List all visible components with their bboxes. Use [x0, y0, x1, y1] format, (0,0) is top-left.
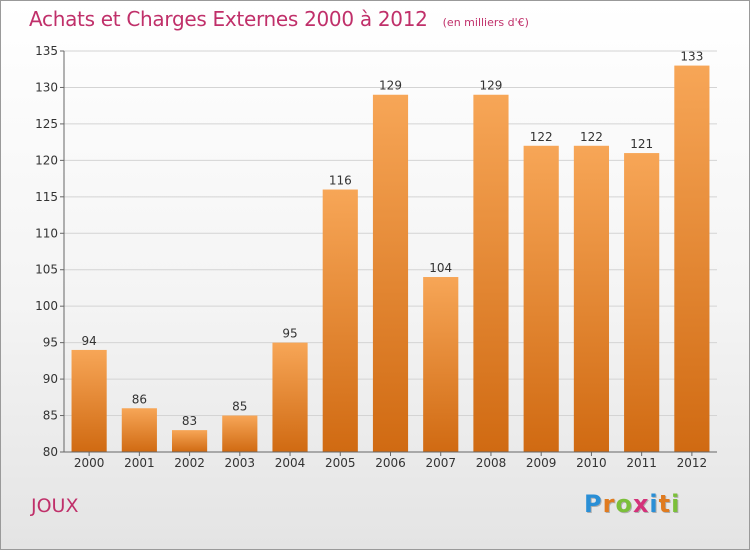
x-tick-label: 2010 [576, 456, 607, 470]
data-label: 129 [379, 79, 402, 93]
logo-letter: r [602, 490, 616, 518]
logo-letter: x [632, 490, 650, 518]
axes: 80 85 90 95 100 105 110 115 120 125 130 135 2000 2001… [35, 44, 717, 470]
data-label: 121 [630, 137, 653, 151]
bar [272, 342, 308, 452]
title-row: Achats et Charges Externes 2000 à 2012 (… [29, 7, 529, 31]
data-label: 95 [282, 327, 297, 341]
y-tick-label: 120 [35, 153, 58, 167]
y-tick-label: 105 [35, 263, 58, 277]
commune-name: JOUX [31, 495, 79, 517]
data-label: 94 [81, 334, 96, 348]
chart-unit: (en milliers d'€) [442, 16, 529, 29]
data-label: 116 [329, 174, 352, 188]
bar [573, 145, 610, 453]
y-tick-label: 90 [43, 372, 58, 386]
bar [372, 94, 409, 452]
bar [322, 189, 358, 452]
x-tick-label: 2007 [425, 456, 456, 470]
data-label: 122 [580, 130, 603, 144]
x-tick-label: 2003 [225, 456, 256, 470]
y-tick-label: 85 [43, 409, 58, 423]
bars [71, 65, 710, 453]
x-tick-label: 2000 [74, 456, 105, 470]
x-tick-label: 2002 [174, 456, 205, 470]
bar [624, 153, 660, 452]
data-label: 86 [132, 392, 147, 406]
y-tick-label: 100 [35, 299, 58, 313]
y-tick-label: 95 [43, 336, 58, 350]
y-tick-label: 130 [35, 80, 58, 94]
y-tick-label: 135 [35, 44, 58, 58]
x-tick-label: 2001 [124, 456, 155, 470]
bar [473, 94, 509, 452]
data-label: 122 [530, 130, 553, 144]
logo-letter: o [615, 490, 633, 518]
bar [523, 145, 559, 453]
bar [121, 408, 157, 452]
y-tick-label: 125 [35, 117, 58, 131]
logo-letter: P [584, 490, 603, 518]
x-tick-label: 2011 [626, 456, 657, 470]
chart-title: Achats et Charges Externes 2000 à 2012 [29, 7, 428, 31]
data-label: 83 [182, 414, 197, 428]
logo-letter: i [649, 490, 659, 518]
value-labels: 94 86 83 85 95 116 129 104 129 122 122 121 133 [81, 50, 703, 429]
x-tick-label: 2004 [275, 456, 306, 470]
y-tick-label: 80 [43, 445, 58, 459]
bar [674, 65, 710, 452]
x-tick-label: 2006 [375, 456, 406, 470]
x-tick-label: 2008 [476, 456, 507, 470]
x-tick-label: 2009 [526, 456, 557, 470]
y-tick-label: 110 [35, 226, 58, 240]
y-tick-label: 115 [35, 190, 58, 204]
proxiti-logo[interactable]: Proxiti [584, 490, 680, 518]
bar [222, 415, 258, 452]
logo-letter: i [671, 490, 681, 518]
data-label: 133 [680, 50, 703, 64]
data-label: 85 [232, 400, 247, 414]
bar [171, 430, 208, 452]
bar [71, 349, 107, 452]
data-label: 104 [429, 261, 452, 275]
x-tick-label: 2012 [677, 456, 708, 470]
x-tick-label: 2005 [325, 456, 356, 470]
bar [423, 277, 459, 452]
logo-letter: t [658, 490, 672, 518]
data-label: 129 [480, 79, 503, 93]
